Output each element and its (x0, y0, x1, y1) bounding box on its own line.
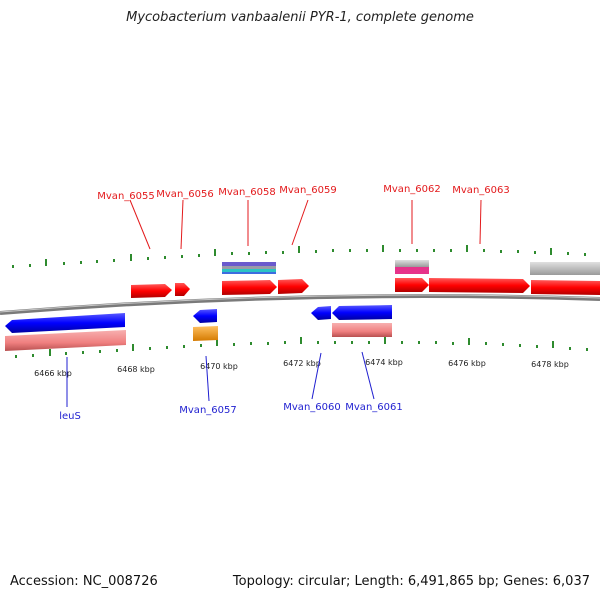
feature-stripe-cyan (222, 269, 276, 272)
feature-stripe-purple (222, 262, 276, 266)
gene-label-mvan-6057: Mvan_6057 (179, 405, 236, 416)
outer-tick-ring (12, 245, 586, 268)
reverse-gene-labels: leuS Mvan_6057 Mvan_6060 Mvan_6061 (59, 402, 403, 422)
gene-arrow-mvan-6057 (193, 309, 217, 323)
gene-arrow-offscreen (531, 280, 600, 295)
kbp-label: 6472 kbp (283, 359, 321, 368)
gene-arrow-mvan-6056 (175, 283, 190, 296)
feature-gray-block (395, 260, 429, 267)
feature-track-outer (222, 260, 600, 275)
forward-gene-labels: Mvan_6055 Mvan_6056 Mvan_6058 Mvan_6059 … (97, 184, 509, 202)
gene-label-mvan-6058: Mvan_6058 (218, 187, 275, 198)
feature-magenta-block (395, 267, 429, 274)
feature-track-inner (5, 323, 392, 351)
gene-arrow-leus (5, 313, 125, 333)
feature-orange-mvan-6057 (193, 326, 218, 341)
kbp-label: 6476 kbp (448, 359, 486, 368)
gene-arrow-mvan-6061 (332, 305, 392, 320)
gene-arrow-mvan-6060 (311, 306, 331, 320)
forward-genes (131, 278, 600, 298)
gene-label-mvan-6060: Mvan_6060 (283, 402, 340, 413)
kbp-label: 6470 kbp (200, 362, 238, 371)
feature-pink-leus (5, 330, 126, 351)
kbp-label: 6478 kbp (531, 360, 569, 369)
gene-label-mvan-6062: Mvan_6062 (383, 184, 440, 195)
kbp-scale: 6466 kbp 6468 kbp 6470 kbp 6472 kbp 6474… (34, 358, 569, 378)
reverse-genes (5, 305, 392, 333)
feature-gray-long (530, 262, 600, 275)
gene-label-mvan-6063: Mvan_6063 (452, 185, 509, 196)
gene-arrow-mvan-6059 (278, 279, 309, 294)
gene-label-mvan-6059: Mvan_6059 (279, 185, 336, 196)
genome-summary-text: Topology: circular; Length: 6,491,865 bp… (232, 574, 590, 589)
map-title: Mycobacterium vanbaalenii PYR-1, complet… (126, 10, 474, 25)
feature-stripe-blue (222, 272, 276, 274)
kbp-label: 6468 kbp (117, 365, 155, 374)
kbp-label: 6466 kbp (34, 369, 72, 378)
kbp-label: 6474 kbp (365, 358, 403, 367)
genome-backbone-highlight (0, 294, 600, 313)
inner-tick-ring (15, 337, 588, 358)
genome-backbone (0, 294, 600, 315)
gene-label-mvan-6055: Mvan_6055 (97, 191, 154, 202)
feature-stripe-gray (222, 266, 276, 269)
gene-arrow-mvan-6062 (395, 278, 429, 292)
gene-label-mvan-6056: Mvan_6056 (156, 189, 213, 200)
gene-label-leus: leuS (59, 411, 81, 422)
label-leaders (66, 199, 482, 407)
accession-text: Accession: NC_008726 (10, 574, 158, 589)
gene-arrow-mvan-6058 (222, 280, 277, 295)
gene-arrow-mvan-6063 (429, 278, 530, 293)
gene-arrow-mvan-6055 (131, 284, 172, 298)
gene-label-mvan-6061: Mvan_6061 (345, 402, 402, 413)
feature-pink-mvan-6061 (332, 323, 392, 337)
